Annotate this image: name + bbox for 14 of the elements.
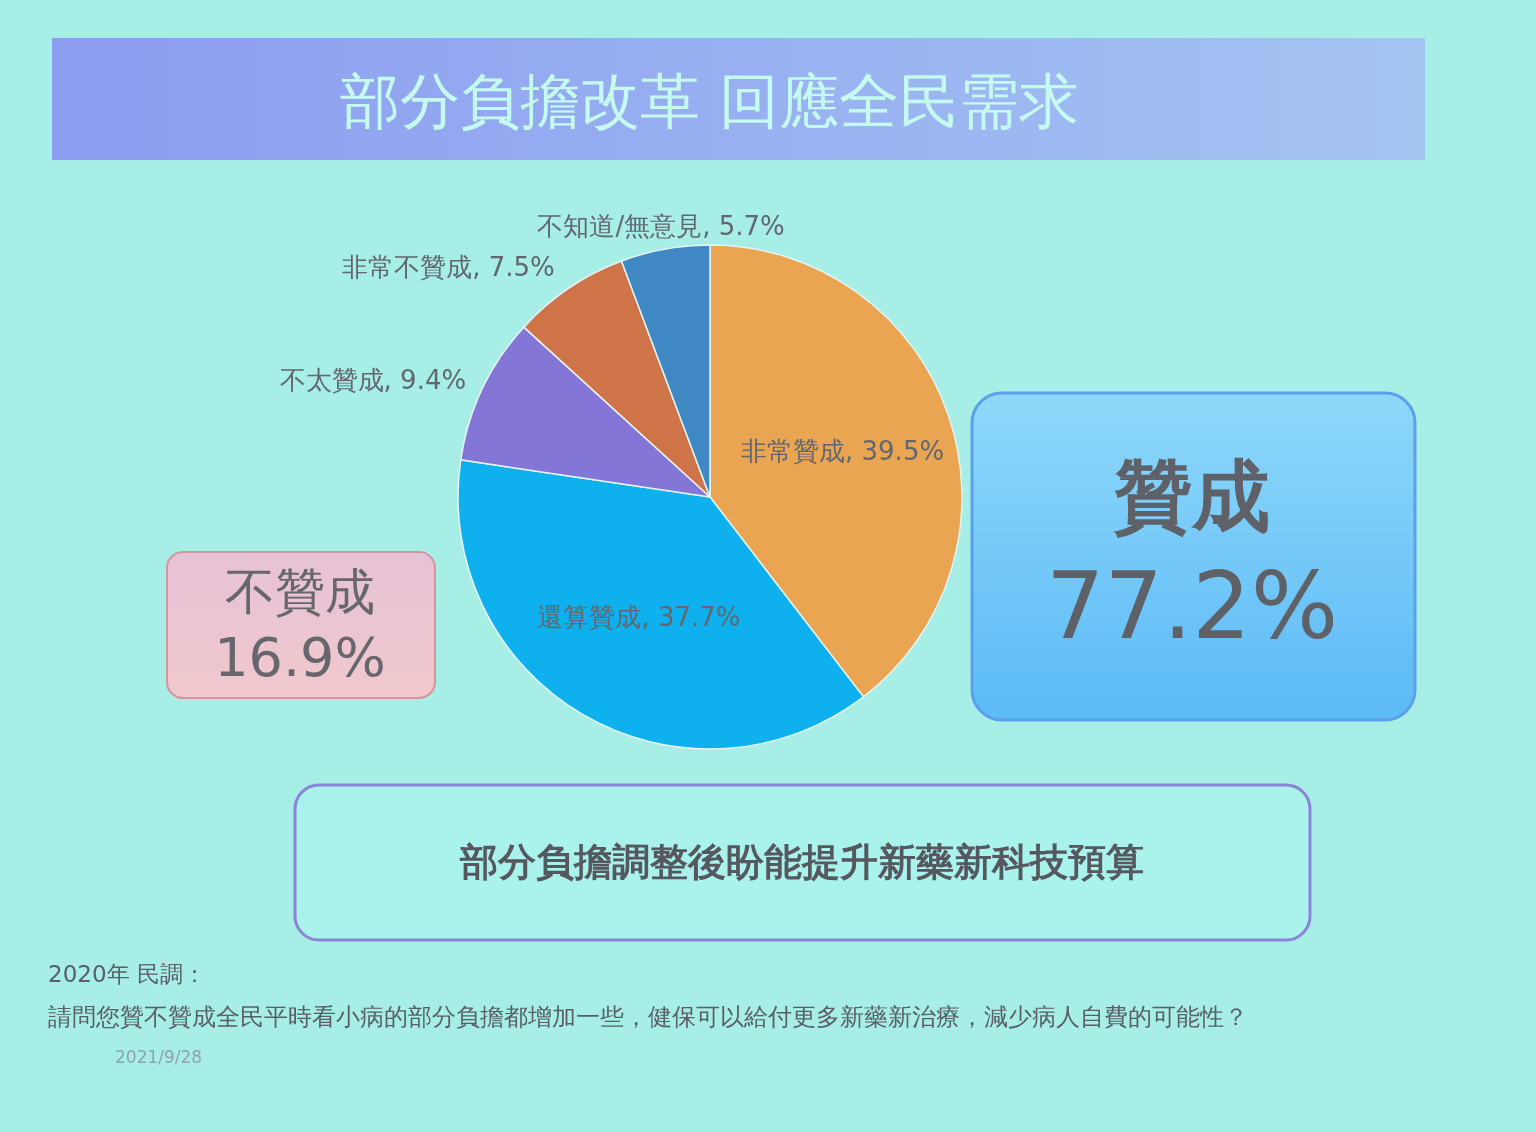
- slice-label: 非常贊成, 39.5%: [741, 435, 945, 466]
- text: 贊成: [1113, 451, 1270, 541]
- text: 16.9%: [214, 626, 386, 689]
- slice-label: 非常不贊成, 7.5%: [342, 251, 555, 282]
- text: 不贊成: [225, 563, 375, 621]
- slice-label: 不太贊成, 9.4%: [279, 365, 467, 396]
- chart-title: 部分負擔改革 回應全民需求: [340, 66, 1080, 136]
- text: 2020年 民調：: [48, 961, 206, 987]
- slice-label: 不知道/無意見, 5.7%: [537, 211, 785, 242]
- text: 2021/9/28: [115, 1047, 203, 1067]
- slice-label: 還算贊成, 37.7%: [537, 601, 741, 632]
- text: 77.2%: [1045, 553, 1339, 660]
- text: 請問您贊不贊成全民平時看小病的部分負擔都增加一些，健保可以給付更多新藥新治療，減少病人自費的可能性？: [48, 1003, 1248, 1031]
- text: 部分負擔調整後盼能提升新藥新科技預算: [459, 840, 1144, 884]
